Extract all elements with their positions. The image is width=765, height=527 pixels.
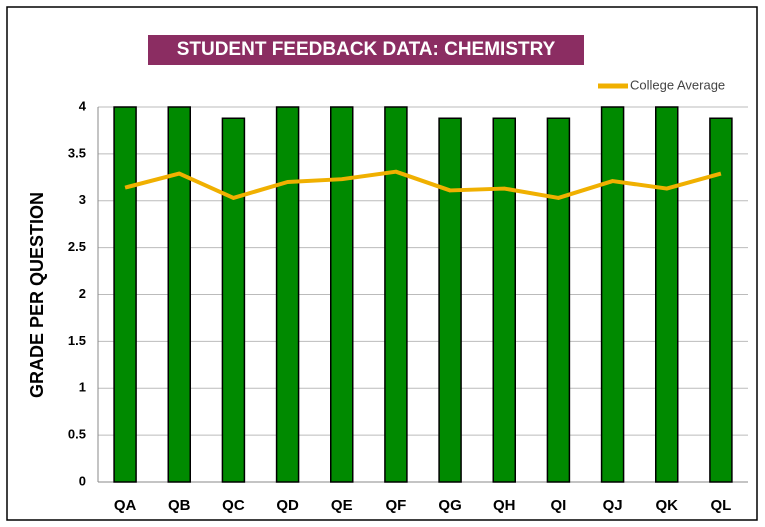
x-tick-label: QD bbox=[276, 497, 299, 514]
line bbox=[124, 169, 722, 200]
x-tick-label: QG bbox=[438, 497, 461, 514]
bar bbox=[167, 106, 191, 483]
bar bbox=[384, 106, 408, 483]
x-tick-label: QH bbox=[493, 497, 516, 514]
x-tick-label: QB bbox=[168, 497, 191, 514]
legend-label: College Average bbox=[630, 77, 725, 92]
x-tick-label: QA bbox=[114, 497, 137, 514]
x-tick-label: QL bbox=[710, 497, 731, 514]
y-axis-label: GRADE PER QUESTION bbox=[27, 192, 47, 398]
y-tick-label: 2.5 bbox=[68, 239, 86, 254]
bar bbox=[113, 106, 137, 483]
bar bbox=[492, 117, 516, 483]
y-tick-label: 4 bbox=[79, 98, 87, 113]
x-tick-label: QK bbox=[656, 497, 679, 514]
bar bbox=[330, 106, 354, 483]
bar bbox=[275, 106, 300, 483]
y-tick-label: 1 bbox=[79, 380, 86, 395]
y-tick-label: 2 bbox=[79, 286, 86, 301]
y-tick-label: 0.5 bbox=[68, 427, 86, 442]
x-tick-label: QC bbox=[222, 497, 245, 514]
bar bbox=[546, 117, 571, 483]
x-tick-label: QJ bbox=[603, 497, 623, 514]
bar bbox=[600, 106, 625, 483]
x-tick-label: QI bbox=[550, 497, 566, 514]
bar bbox=[655, 106, 679, 483]
y-tick-label: 0 bbox=[79, 473, 86, 488]
bar bbox=[221, 117, 246, 483]
y-tick-label: 1.5 bbox=[68, 333, 86, 348]
chart-title: STUDENT FEEDBACK DATA: CHEMISTRY bbox=[177, 39, 556, 60]
y-tick-label: 3 bbox=[79, 192, 86, 207]
bar bbox=[438, 117, 462, 483]
title-box bbox=[148, 35, 584, 65]
x-tick-label: QF bbox=[385, 497, 406, 514]
y-tick-label: 3.5 bbox=[68, 145, 86, 160]
x-tick-label: QE bbox=[331, 497, 353, 514]
bar bbox=[709, 117, 733, 483]
